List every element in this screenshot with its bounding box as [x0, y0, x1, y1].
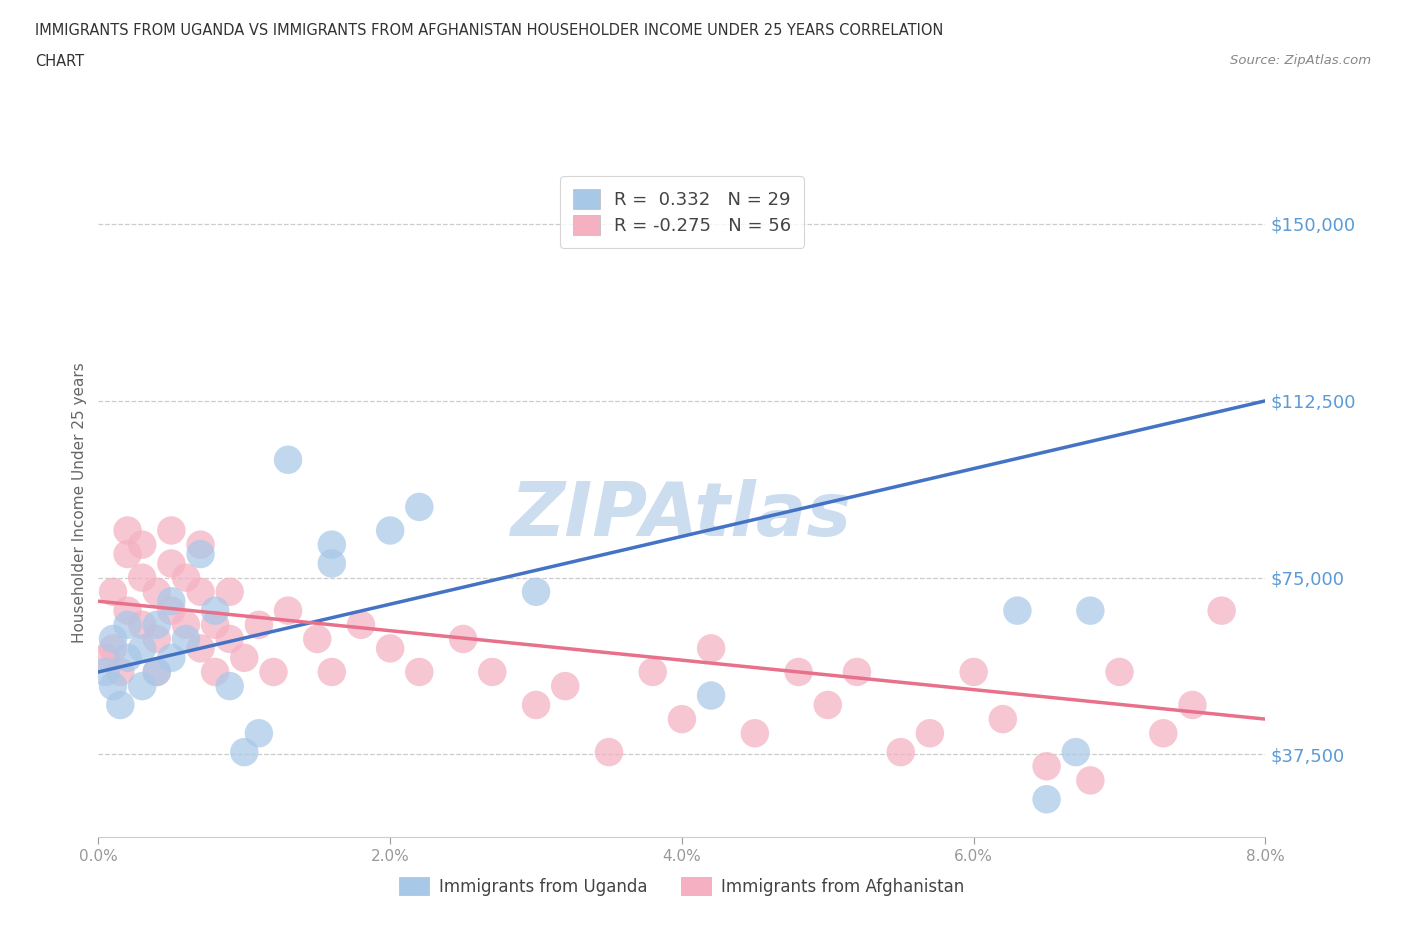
Point [1211, 604, 1233, 618]
Point [131, 538, 153, 552]
Point [671, 711, 693, 726]
Point [321, 665, 343, 680]
Point [817, 698, 839, 712]
Point [110, 665, 132, 680]
Point [262, 665, 284, 680]
Point [598, 745, 620, 760]
Point [117, 618, 139, 632]
Point [744, 725, 766, 740]
Point [160, 556, 183, 571]
Point [174, 618, 197, 632]
Point [218, 584, 240, 599]
Point [1080, 773, 1102, 788]
Point [190, 547, 212, 562]
Point [233, 650, 256, 665]
Point [233, 745, 256, 760]
Point [117, 650, 139, 665]
Point [204, 618, 226, 632]
Point [101, 679, 124, 694]
Point [554, 679, 576, 694]
Y-axis label: Householder Income Under 25 years: Householder Income Under 25 years [72, 362, 87, 643]
Point [146, 618, 169, 632]
Point [378, 523, 402, 538]
Point [160, 523, 183, 538]
Point [1035, 759, 1057, 774]
Point [321, 556, 343, 571]
Point [1064, 745, 1087, 760]
Point [117, 604, 139, 618]
Text: Source: ZipAtlas.com: Source: ZipAtlas.com [1230, 54, 1371, 67]
Point [190, 584, 212, 599]
Point [350, 618, 373, 632]
Point [1108, 665, 1130, 680]
Point [94, 650, 117, 665]
Point [146, 584, 169, 599]
Point [131, 570, 153, 585]
Point [846, 665, 869, 680]
Point [146, 631, 169, 646]
Point [321, 538, 343, 552]
Point [1035, 791, 1057, 806]
Point [991, 711, 1014, 726]
Point [174, 570, 197, 585]
Point [101, 641, 124, 656]
Point [131, 679, 153, 694]
Point [700, 641, 723, 656]
Point [190, 538, 212, 552]
Point [700, 688, 723, 703]
Point [787, 665, 810, 680]
Point [1007, 604, 1029, 618]
Point [481, 665, 503, 680]
Point [918, 725, 941, 740]
Point [160, 604, 183, 618]
Point [524, 584, 547, 599]
Point [247, 725, 270, 740]
Point [218, 631, 240, 646]
Point [131, 618, 153, 632]
Point [641, 665, 664, 680]
Point [160, 593, 183, 608]
Point [174, 631, 197, 646]
Point [1181, 698, 1204, 712]
Point [451, 631, 474, 646]
Point [101, 584, 124, 599]
Point [204, 665, 226, 680]
Point [408, 665, 430, 680]
Point [1152, 725, 1174, 740]
Point [890, 745, 912, 760]
Text: IMMIGRANTS FROM UGANDA VS IMMIGRANTS FROM AFGHANISTAN HOUSEHOLDER INCOME UNDER 2: IMMIGRANTS FROM UGANDA VS IMMIGRANTS FRO… [35, 23, 943, 38]
Point [277, 604, 299, 618]
Point [94, 665, 117, 680]
Point [218, 679, 240, 694]
Point [408, 499, 430, 514]
Point [190, 641, 212, 656]
Point [146, 665, 169, 680]
Point [146, 665, 169, 680]
Point [204, 604, 226, 618]
Point [247, 618, 270, 632]
Point [1080, 604, 1102, 618]
Point [307, 631, 329, 646]
Point [117, 523, 139, 538]
Point [277, 452, 299, 467]
Point [110, 698, 132, 712]
Text: ZIPAtlas: ZIPAtlas [512, 479, 852, 552]
Legend: Immigrants from Uganda, Immigrants from Afghanistan: Immigrants from Uganda, Immigrants from … [392, 870, 972, 902]
Point [131, 641, 153, 656]
Point [962, 665, 984, 680]
Point [117, 547, 139, 562]
Point [160, 650, 183, 665]
Text: CHART: CHART [35, 54, 84, 69]
Point [101, 631, 124, 646]
Point [378, 641, 402, 656]
Point [524, 698, 547, 712]
